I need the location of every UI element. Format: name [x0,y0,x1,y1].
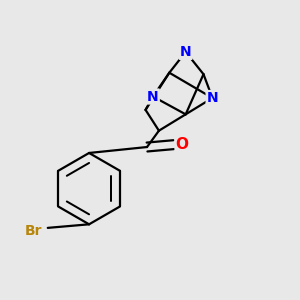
Text: Br: Br [25,224,42,238]
Text: N: N [207,91,218,105]
Text: O: O [176,137,189,152]
Text: N: N [180,45,191,59]
Text: N: N [147,89,159,103]
